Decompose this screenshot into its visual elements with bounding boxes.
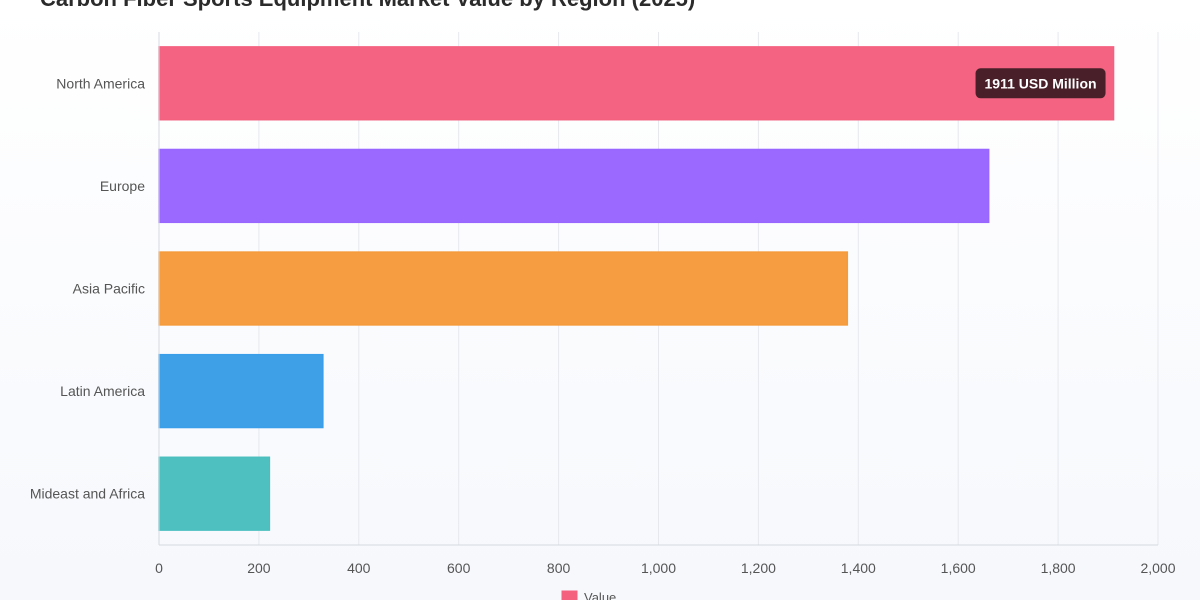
- x-tick-label-2: 400: [347, 560, 371, 576]
- bar-latin-america[interactable]: [158, 353, 324, 429]
- axes: [158, 32, 1158, 546]
- tooltip-box: [975, 68, 1106, 99]
- bar-north-america[interactable]: [158, 46, 1115, 121]
- bar-asia-pacific[interactable]: [158, 251, 849, 326]
- x-tick-label-6: 1,200: [741, 560, 776, 576]
- tooltip-text: 1911 USD Million: [985, 75, 1097, 91]
- x-tick-label-0: 0: [155, 560, 163, 576]
- legend-swatch-value[interactable]: [561, 590, 578, 600]
- x-axis-tick-labels: 0 200 400 600 800 1,000 1,200 1,400 1,600 1,800 2,…: [155, 560, 1176, 576]
- x-tick-label-7: 1,400: [841, 560, 876, 576]
- chart-title: Carbon Fiber Sports Equipment Market Val…: [40, 0, 695, 11]
- x-tick-label-10: 2,000: [1140, 560, 1175, 576]
- x-tick-label-4: 800: [547, 560, 571, 576]
- bar-mideast-and-africa[interactable]: [158, 456, 271, 531]
- x-tick-label-9: 1,800: [1041, 560, 1076, 576]
- category-label-mideast-and-africa: Mideast and Africa: [30, 486, 145, 502]
- bars: [158, 46, 1115, 531]
- category-label-europe: Europe: [100, 178, 145, 194]
- tooltip: 1911 USD Million: [975, 68, 1106, 99]
- category-labels: North America Europe Asia Pacific Latin Ame…: [30, 75, 145, 501]
- legend-label-value[interactable]: Value: [584, 590, 616, 600]
- category-label-asia-pacific: Asia Pacific: [73, 281, 145, 297]
- x-tick-label-8: 1,600: [941, 560, 976, 576]
- category-label-latin-america: Latin America: [60, 383, 145, 399]
- category-label-north-america: North America: [56, 75, 145, 91]
- x-tick-label-3: 600: [447, 560, 471, 576]
- bar-europe[interactable]: [158, 148, 990, 224]
- x-tick-label-1: 200: [247, 560, 271, 576]
- legend[interactable]: Value: [561, 590, 616, 600]
- x-tick-label-5: 1,000: [641, 560, 676, 576]
